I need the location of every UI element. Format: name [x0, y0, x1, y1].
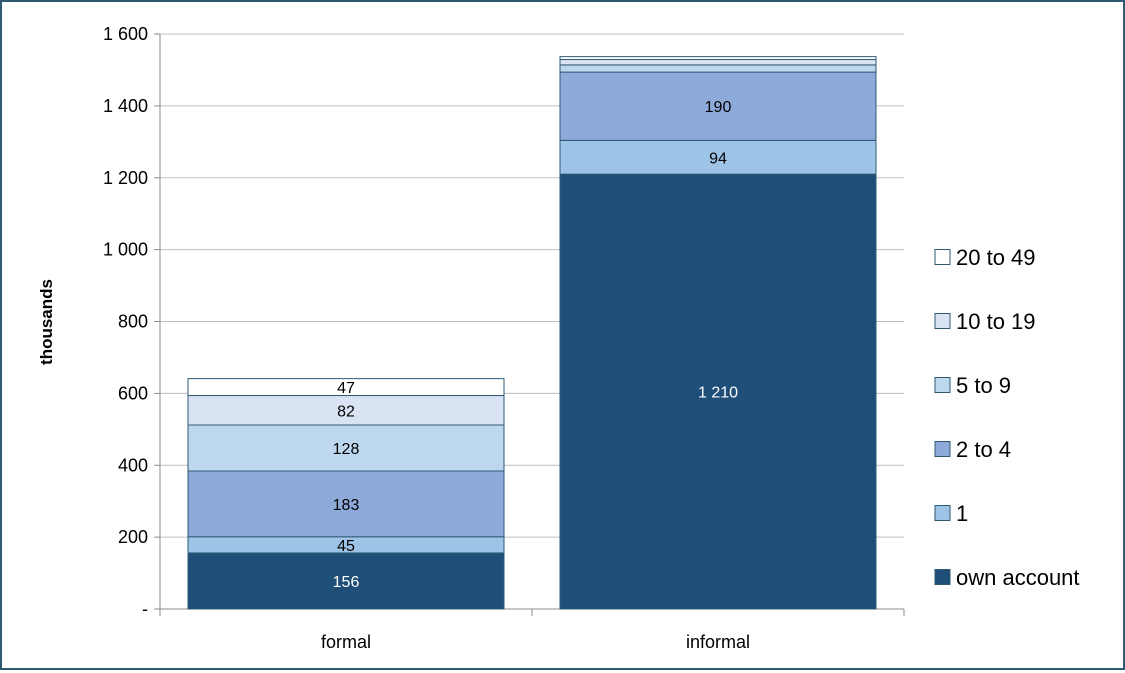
legend-swatch: [934, 505, 951, 521]
y-tick-label: 1 400: [103, 96, 148, 116]
data-label: 94: [709, 150, 727, 167]
bar-segment: [187, 424, 505, 472]
legend: 20 to 49 10 to 19 5 to 9 2 to 4 1 own account: [934, 245, 1080, 590]
data-label: 82: [337, 403, 355, 420]
legend-swatch: [934, 249, 951, 265]
bar-segment: [187, 378, 505, 397]
x-category-label: formal: [321, 632, 371, 652]
data-label: 156: [333, 574, 360, 591]
bar-segment: [559, 64, 877, 73]
legend-label: 5 to 9: [956, 373, 1011, 398]
legend-label: 10 to 19: [956, 309, 1036, 334]
legend-label: 20 to 49: [956, 245, 1036, 270]
legend-swatch: [934, 569, 951, 585]
y-tick-label: -: [142, 599, 148, 619]
y-axis-label: thousands: [37, 279, 56, 365]
data-label: 190: [705, 99, 732, 116]
y-tick-label: 1 600: [103, 24, 148, 44]
y-tick-label: 400: [118, 455, 148, 475]
bar-segment: [559, 173, 877, 610]
legend-label: 2 to 4: [956, 437, 1011, 462]
data-label: 128: [333, 441, 360, 458]
y-tick-label: 1 200: [103, 168, 148, 188]
legend-swatch: [934, 441, 951, 457]
legend-swatch: [934, 377, 951, 393]
bar-segment: [187, 470, 505, 538]
bar-segment: [187, 552, 505, 610]
legend-label: 1: [956, 501, 968, 526]
x-category-label: informal: [686, 632, 750, 652]
y-tick-label: 1 000: [103, 240, 148, 260]
data-labels: 156 45 183 128 82 47 1 210 94 190: [333, 99, 738, 591]
bar-segment: [559, 71, 877, 141]
legend-label: own account: [956, 565, 1080, 590]
bar-segment: [187, 395, 505, 426]
legend-swatch: [934, 313, 951, 329]
bar-segment: [559, 56, 877, 61]
data-label: 47: [337, 380, 355, 397]
bar-segment: [559, 139, 877, 175]
y-tick-label: 600: [118, 383, 148, 403]
data-label: 183: [333, 497, 360, 514]
data-label: 45: [337, 538, 355, 555]
bars: [187, 56, 877, 610]
data-label: 1 210: [698, 385, 738, 402]
y-tick-label: 200: [118, 527, 148, 547]
axes: - 200 400 600 800 1 000 1 200 1 400 1 600 formal i…: [103, 24, 905, 652]
bar-segment: [559, 59, 877, 66]
y-tick-label: 800: [118, 312, 148, 332]
